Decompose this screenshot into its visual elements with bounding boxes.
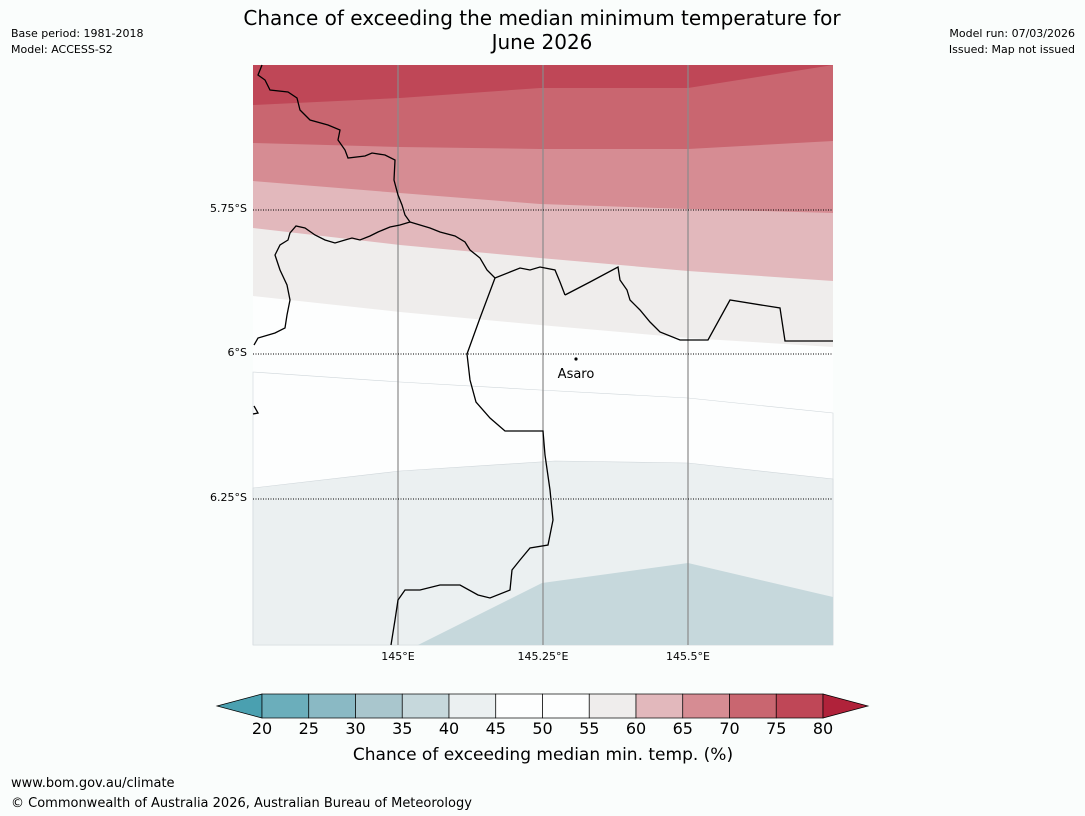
- model-run: Model run: 07/03/2026: [949, 27, 1075, 40]
- colorbar-tick-label: 25: [298, 719, 319, 738]
- base-period: Base period: 1981-2018: [11, 27, 144, 40]
- colorbar-tick-label: 60: [625, 719, 647, 738]
- colorbar-tick-label: 20: [251, 719, 273, 738]
- colorbar-tick-label: 65: [672, 719, 693, 738]
- colorbar-segments: [261, 693, 824, 719]
- colorbar-tick-label: 80: [812, 719, 834, 738]
- title-line-2: June 2026: [491, 30, 593, 54]
- lat-label-6-25s: 6.25°S: [210, 491, 247, 504]
- colorbar-tick-label: 35: [392, 719, 413, 738]
- colorbar-segment: [261, 693, 310, 719]
- province-boundaries: [252, 64, 833, 646]
- colorbar-segment: [355, 693, 403, 719]
- colorbar-segment: [401, 693, 450, 719]
- boundary-northwest: [253, 64, 412, 346]
- lat-label-5-75s: 5.75°S: [210, 202, 247, 215]
- colorbar-tick-label: 30: [345, 719, 366, 738]
- issued-status: Issued: Map not issued: [948, 43, 1075, 56]
- footer-copyright: © Commonwealth of Australia 2026, Austra…: [11, 796, 472, 811]
- colorbar-segment: [542, 693, 590, 719]
- colorbar-label: Chance of exceeding median min. temp. (%…: [352, 745, 734, 765]
- map-title: Chance of exceeding the median minimum t…: [142, 6, 942, 54]
- lon-label-145-5e: 145.5°E: [666, 650, 710, 663]
- boundary-west-stub: [252, 405, 260, 415]
- boundary-south: [390, 277, 554, 646]
- map-panel: Asaro: [252, 64, 834, 646]
- band-35-40: [418, 563, 833, 645]
- lon-label-145-25e: 145.25°E: [517, 650, 569, 663]
- colorbar-over-arrow: [822, 693, 870, 719]
- asaro-label: Asaro: [558, 367, 595, 382]
- lat-label-6s: 6°S: [227, 346, 247, 359]
- footer-url: www.bom.gov.au/climate: [11, 776, 175, 791]
- colorbar: [215, 693, 870, 719]
- colorbar-tick-label: 70: [719, 719, 740, 738]
- colorbar-segment: [448, 693, 497, 719]
- boundary-central: [409, 221, 566, 296]
- colorbar-segment: [682, 693, 730, 719]
- colorbar-segment: [495, 693, 543, 719]
- title-line-1: Chance of exceeding the median minimum t…: [243, 6, 841, 30]
- colorbar-tick-label: 50: [532, 719, 553, 738]
- colorbar-segment: [729, 693, 777, 719]
- colorbar-tick-label: 55: [579, 719, 600, 738]
- asaro-marker: [574, 357, 578, 361]
- model-name: Model: ACCESS-S2: [11, 43, 113, 56]
- colorbar-segment: [308, 693, 356, 719]
- colorbar-tick-label: 45: [485, 719, 506, 738]
- colorbar-segment: [635, 693, 684, 719]
- colorbar-segment: [775, 693, 824, 719]
- lon-label-145e: 145°E: [381, 650, 415, 663]
- colorbar-segment: [588, 693, 637, 719]
- boundary-east: [564, 265, 833, 342]
- colorbar-under-arrow: [215, 693, 263, 719]
- colorbar-tick-label: 75: [766, 719, 787, 738]
- colorbar-tick-label: 40: [438, 719, 460, 738]
